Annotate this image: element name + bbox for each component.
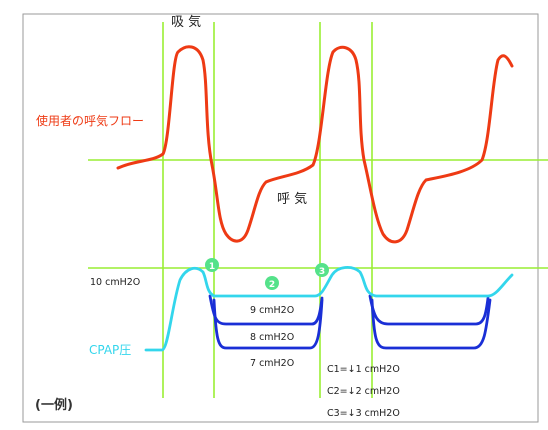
level-9-label: 9 cmH2O [250, 305, 294, 316]
legend-c3: C3=↓3 cmH2O [327, 408, 400, 419]
legend-c1: C1=↓1 cmH2O [327, 364, 400, 375]
grid-lines [88, 22, 548, 398]
labels: 吸 気 呼 気 使用者の呼気フロー CPAP圧 (一例) 10 cmH2O 9 … [35, 14, 307, 413]
expiration-label: 呼 気 [277, 191, 307, 207]
marker-3-circle [315, 263, 329, 277]
level-8-label: 8 cmH2O [250, 332, 294, 343]
legend: C1=↓1 cmH2O C2=↓2 cmH2O C3=↓3 cmH2O [327, 364, 400, 419]
user-flow-curve [116, 45, 514, 244]
inspiration-label: 吸 気 [171, 14, 201, 30]
level-7-label: 7 cmH2O [250, 358, 294, 369]
markers: 1 2 3 [205, 258, 329, 290]
diagram-frame [22, 13, 539, 423]
marker-2-label: 2 [269, 280, 275, 290]
marker-3-label: 3 [319, 267, 325, 277]
cpap-trace-c3 [212, 298, 492, 350]
user-flow-label: 使用者の呼気フロー [36, 113, 144, 128]
cpap-trace-c2 [208, 294, 490, 326]
marker-1-circle [205, 258, 219, 272]
example-label: (一例) [35, 397, 73, 413]
marker-1-label: 1 [209, 262, 215, 272]
cpap-pressure-label: CPAP圧 [89, 343, 131, 357]
marker-2-circle [265, 276, 279, 290]
level-10-label: 10 cmH2O [90, 277, 140, 288]
cpap-traces [144, 266, 514, 352]
legend-c2: C2=↓2 cmH2O [327, 386, 400, 397]
cpap-trace-c1 [144, 266, 514, 352]
